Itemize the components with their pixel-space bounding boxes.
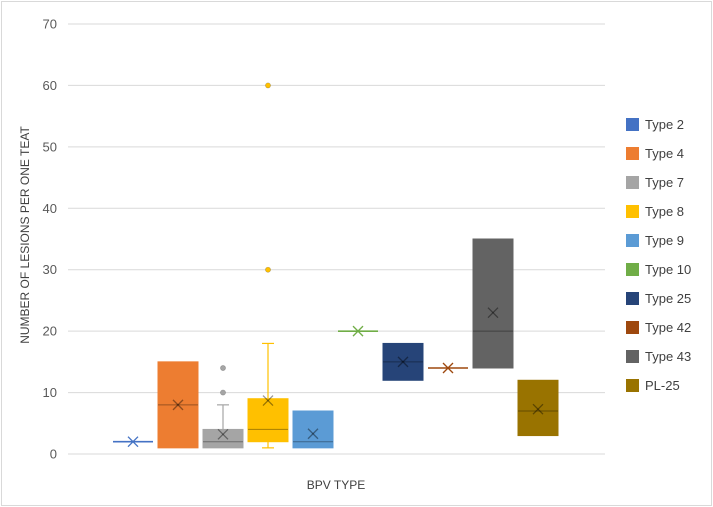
legend-swatch	[626, 263, 639, 276]
mean-marker	[262, 395, 274, 407]
box-iqr	[517, 379, 559, 437]
mean-marker	[532, 403, 544, 415]
mean-marker	[397, 356, 409, 368]
box-iqr	[247, 398, 289, 443]
box-series	[113, 82, 559, 449]
outlier-point	[220, 389, 226, 396]
box-iqr	[472, 238, 514, 369]
outlier-point	[265, 266, 271, 273]
mean-marker	[487, 307, 499, 319]
y-tick-label: 10	[43, 385, 57, 400]
legend-swatch	[626, 350, 639, 363]
mean-marker	[127, 436, 139, 448]
box-type-10	[338, 325, 378, 337]
mean-marker	[532, 403, 544, 415]
legend-swatch	[626, 379, 639, 392]
box-type-42	[428, 362, 468, 374]
legend-label: Type 9	[645, 233, 684, 248]
box-type-9	[292, 410, 334, 449]
mean-marker	[487, 307, 499, 319]
mean-marker	[172, 399, 184, 411]
box-type-4	[157, 361, 199, 449]
mean-marker	[172, 399, 184, 411]
legend-label: Type 7	[645, 175, 684, 190]
y-tick-label: 50	[43, 139, 57, 154]
box-iqr	[292, 410, 334, 449]
legend-label: Type 10	[645, 262, 691, 277]
y-tick-label: 30	[43, 262, 57, 277]
x-axis-title: BPV TYPE	[307, 478, 365, 492]
mean-marker	[217, 428, 229, 440]
y-axis-ticks: 0 10 20 30 40 50 60 70	[43, 17, 57, 462]
mean-marker	[397, 356, 409, 368]
mean-marker	[442, 362, 454, 374]
mean-marker	[307, 428, 319, 440]
legend-label: Type 4	[645, 146, 684, 161]
outlier-point	[220, 365, 226, 371]
legend-swatch	[626, 292, 639, 305]
box-type-25	[382, 342, 424, 381]
y-tick-label: 20	[43, 324, 57, 339]
legend-swatch	[626, 118, 639, 131]
y-axis-title: NUMBER OF LESIONS PER ONE TEAT	[18, 126, 32, 344]
y-tick-label: 60	[43, 78, 57, 93]
box-type-8	[247, 82, 289, 449]
legend-label: PL-25	[645, 378, 680, 393]
legend-swatch	[626, 176, 639, 189]
box-pl-25	[517, 379, 559, 437]
mean-marker	[262, 395, 274, 407]
legend-swatch	[626, 205, 639, 218]
legend-label: Type 2	[645, 117, 684, 132]
box-type-7	[202, 365, 244, 449]
box-iqr	[382, 342, 424, 381]
y-tick-label: 40	[43, 201, 57, 216]
legend-swatch	[626, 321, 639, 334]
legend-swatch	[626, 147, 639, 160]
box-type-43	[472, 238, 514, 369]
legend-swatch	[626, 234, 639, 247]
legend-label: Type 42	[645, 320, 691, 335]
outlier-point	[265, 82, 271, 89]
legend-label: Type 8	[645, 204, 684, 219]
mean-marker	[307, 428, 319, 440]
box-iqr	[157, 361, 199, 449]
box-type-2	[113, 436, 153, 448]
legend-label: Type 25	[645, 291, 691, 306]
y-tick-label: 0	[50, 447, 57, 462]
legend: Type 2 Type 4 Type 7 Type 8 Type 9 Type 10 Typ…	[626, 117, 691, 393]
box-iqr	[202, 428, 244, 449]
mean-marker	[217, 428, 229, 440]
y-tick-label: 70	[43, 17, 57, 32]
legend-label: Type 43	[645, 349, 691, 364]
mean-marker	[352, 325, 364, 337]
